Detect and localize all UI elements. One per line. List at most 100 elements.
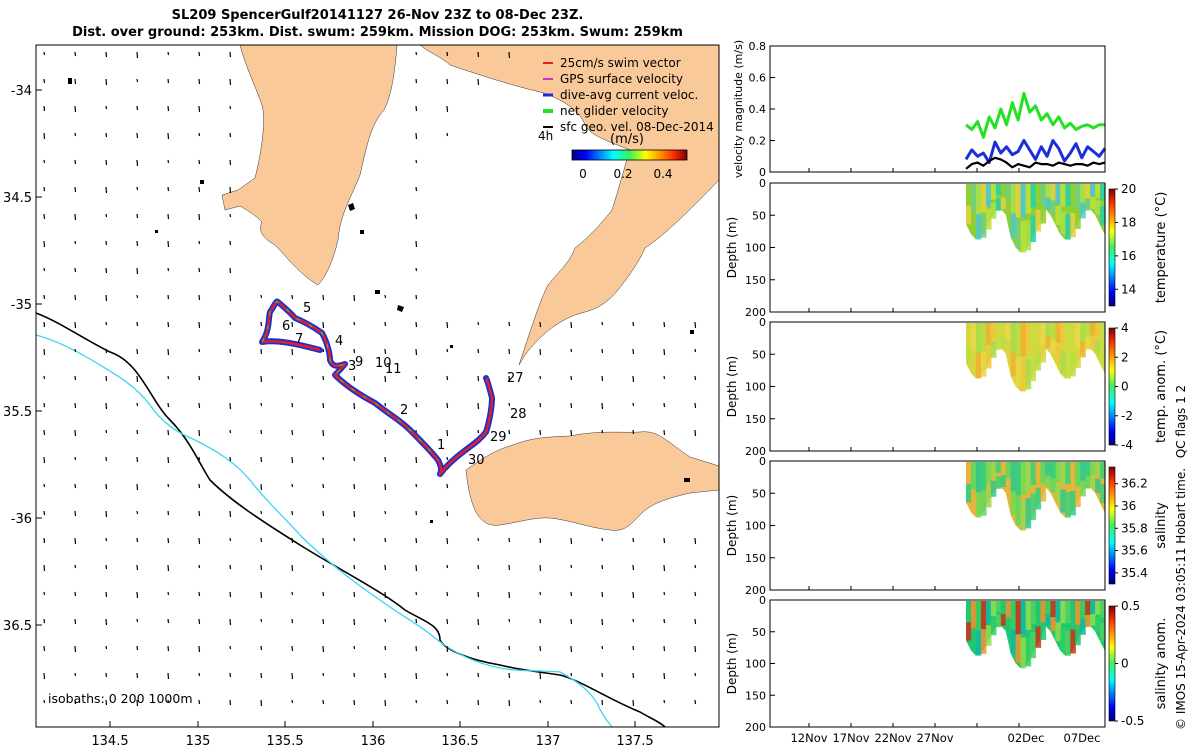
velocity-arrow bbox=[415, 564, 418, 572]
section-cell bbox=[1045, 475, 1051, 488]
velocity-arrow bbox=[43, 699, 46, 704]
day-label: 3 bbox=[348, 359, 356, 374]
section-cell bbox=[1095, 601, 1101, 615]
map-ytick-label: -34 bbox=[11, 84, 32, 99]
section-cell bbox=[1060, 211, 1066, 235]
section-cell bbox=[1070, 351, 1076, 377]
section-cell bbox=[1020, 323, 1027, 357]
velocity-arrow bbox=[105, 591, 108, 598]
velocity-arrow bbox=[198, 78, 201, 85]
velocity-arrow bbox=[322, 375, 325, 381]
velocity-arrow bbox=[105, 429, 108, 434]
section-cell bbox=[985, 208, 992, 230]
velocity-arrow bbox=[384, 456, 387, 463]
velocity-arrow bbox=[43, 51, 46, 56]
velocity-arrow bbox=[601, 321, 604, 326]
velocity-arrow bbox=[694, 564, 697, 569]
velocity-arrow bbox=[291, 645, 294, 652]
velocity-arrow bbox=[105, 321, 108, 326]
velocity-arrow bbox=[260, 510, 263, 515]
section-cell bbox=[1020, 601, 1027, 634]
velocity-arrow bbox=[384, 402, 387, 407]
section-cell bbox=[1005, 462, 1012, 482]
velocity-arrow bbox=[663, 402, 666, 408]
velocity-arrow bbox=[260, 375, 263, 383]
section-cell bbox=[1020, 499, 1027, 531]
velocity-arrow bbox=[384, 591, 387, 599]
section-cell bbox=[1005, 200, 1012, 215]
panel-ytick-label: 0.8 bbox=[749, 40, 767, 53]
velocity-arrow bbox=[260, 456, 263, 463]
velocity-arrow bbox=[415, 321, 418, 328]
panel-ytick-label: 100 bbox=[745, 520, 766, 533]
velocity-arrow bbox=[477, 429, 480, 434]
velocity-arrow bbox=[167, 348, 170, 356]
section-cell bbox=[1080, 202, 1086, 219]
panel-ytick-label: 150 bbox=[745, 689, 766, 702]
section-cell bbox=[990, 619, 997, 636]
velocity-arrow bbox=[198, 591, 201, 597]
velocity-arrow bbox=[322, 510, 325, 517]
section-cell bbox=[1085, 323, 1091, 338]
velocity-arrow bbox=[415, 456, 418, 464]
panel-ytick-label: 50 bbox=[752, 348, 766, 361]
section-cell bbox=[1100, 345, 1106, 364]
velocity-arrow bbox=[43, 402, 46, 408]
velocity-arrow bbox=[415, 267, 418, 272]
velocity-arrow bbox=[539, 699, 542, 704]
velocity-arrow bbox=[477, 78, 480, 86]
section-cell bbox=[1030, 601, 1037, 624]
section-cell bbox=[1045, 184, 1051, 199]
velocity-arrow bbox=[136, 591, 139, 599]
velocity-series-line bbox=[964, 139, 1107, 165]
velocity-arrow bbox=[105, 294, 108, 302]
section-cell bbox=[1030, 184, 1037, 208]
velocity-arrow bbox=[167, 51, 170, 56]
velocity-arrow bbox=[74, 672, 77, 677]
velocity-arrow bbox=[198, 456, 201, 461]
velocity-arrow bbox=[322, 429, 325, 437]
section-cell bbox=[1010, 212, 1017, 238]
velocity-arrow bbox=[105, 699, 108, 706]
section-cell bbox=[966, 462, 972, 477]
section-cell bbox=[985, 347, 992, 369]
velocity-arrow bbox=[43, 618, 46, 624]
panel-ytick-label: 200 bbox=[745, 584, 766, 597]
velocity-arrow bbox=[43, 348, 46, 356]
velocity-arrow bbox=[291, 375, 294, 380]
day-label: 29 bbox=[490, 430, 507, 445]
velocity-arrow bbox=[322, 672, 325, 677]
velocity-arrow bbox=[167, 240, 170, 248]
velocity-arrow bbox=[229, 645, 232, 650]
velocity-arrow bbox=[136, 51, 139, 59]
velocity-arrow bbox=[74, 78, 77, 85]
velocity-arrow bbox=[601, 618, 604, 626]
section-cell bbox=[1090, 601, 1096, 614]
day-label: 4 bbox=[335, 334, 343, 349]
section-cell bbox=[1015, 496, 1022, 526]
velocity-arrow bbox=[167, 105, 170, 112]
velocity-arrow bbox=[415, 132, 418, 140]
velocity-arrow bbox=[477, 564, 480, 570]
section-cell bbox=[1000, 323, 1007, 333]
section-cell bbox=[1050, 200, 1056, 215]
velocity-arrow bbox=[167, 672, 170, 680]
velocity-arrow bbox=[229, 456, 232, 462]
velocity-arrow bbox=[291, 456, 294, 464]
velocity-arrow bbox=[136, 132, 139, 139]
section-cell bbox=[1035, 209, 1042, 232]
velocity-arrow bbox=[322, 564, 325, 569]
velocity-arrow bbox=[105, 564, 108, 570]
map-x-axis: 134.5 135 135.5 136 136.5 137 137.5 bbox=[91, 721, 654, 749]
section-cell bbox=[1045, 323, 1051, 338]
speed-colorbar bbox=[571, 149, 688, 161]
map-ytick-label: -35 bbox=[11, 298, 32, 313]
section-cell bbox=[995, 184, 1002, 195]
velocity-arrow bbox=[43, 78, 46, 84]
velocity-arrow bbox=[415, 159, 418, 164]
section-cell bbox=[1060, 323, 1066, 346]
colorbar-label: salinity anom. bbox=[1154, 618, 1169, 710]
velocity-arrow bbox=[415, 348, 418, 356]
colorbar-tick-label: 2 bbox=[1121, 350, 1129, 364]
